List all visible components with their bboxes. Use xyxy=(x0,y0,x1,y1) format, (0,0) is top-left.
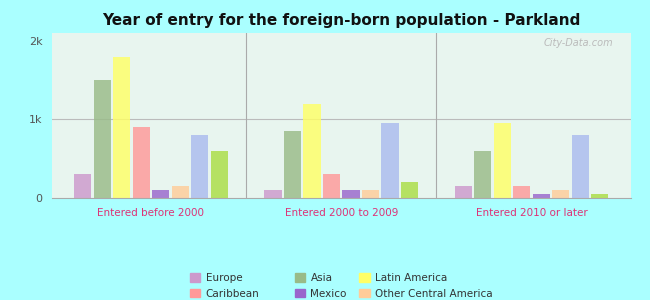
Bar xyxy=(304,104,320,198)
Bar xyxy=(152,190,169,198)
Bar xyxy=(552,190,569,198)
Text: City-Data.com: City-Data.com xyxy=(543,38,613,48)
Bar xyxy=(382,123,398,198)
Title: Year of entry for the foreign-born population - Parkland: Year of entry for the foreign-born popul… xyxy=(102,13,580,28)
Legend: Europe, Caribbean, South America, Asia, Mexico, Other, Latin America, Other Cent: Europe, Caribbean, South America, Asia, … xyxy=(186,269,497,300)
Bar xyxy=(401,182,418,198)
Bar xyxy=(514,186,530,198)
Bar xyxy=(265,190,281,198)
Bar xyxy=(191,135,208,198)
Bar xyxy=(494,123,511,198)
Bar xyxy=(113,57,130,198)
Bar xyxy=(362,190,379,198)
Bar xyxy=(211,151,227,198)
Bar xyxy=(284,131,301,198)
Bar xyxy=(455,186,472,198)
Bar xyxy=(133,127,150,198)
Bar xyxy=(474,151,491,198)
Bar xyxy=(533,194,550,198)
Bar xyxy=(94,80,111,198)
Bar xyxy=(343,190,359,198)
Bar xyxy=(172,186,188,198)
Bar xyxy=(572,135,589,198)
Bar xyxy=(323,174,340,198)
Bar xyxy=(592,194,608,198)
Bar xyxy=(74,174,91,198)
